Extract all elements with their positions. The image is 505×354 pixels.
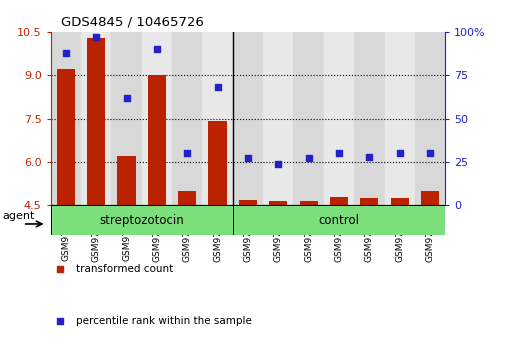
- Bar: [299, 201, 317, 205]
- Bar: [354, 32, 384, 205]
- Point: [365, 154, 373, 160]
- Bar: [172, 32, 202, 205]
- Bar: [81, 32, 111, 205]
- Point: [274, 161, 282, 166]
- Point: [153, 46, 161, 52]
- Text: control: control: [318, 214, 359, 227]
- Point: [243, 156, 251, 161]
- Point: [395, 150, 403, 156]
- Bar: [390, 198, 408, 205]
- Bar: [202, 32, 232, 205]
- Text: transformed count: transformed count: [76, 264, 173, 274]
- Point: [56, 266, 65, 272]
- Bar: [111, 32, 141, 205]
- Bar: [87, 38, 105, 205]
- Point: [56, 318, 65, 324]
- Point: [213, 85, 221, 90]
- Bar: [50, 205, 232, 235]
- Point: [92, 34, 100, 40]
- Bar: [147, 75, 166, 205]
- Text: agent: agent: [3, 211, 35, 221]
- Point: [122, 95, 130, 101]
- Point: [183, 150, 191, 156]
- Point: [62, 50, 70, 56]
- Text: GDS4845 / 10465726: GDS4845 / 10465726: [61, 15, 203, 28]
- Bar: [50, 32, 81, 205]
- Point: [425, 150, 433, 156]
- Bar: [232, 32, 263, 205]
- Point: [334, 150, 342, 156]
- Text: percentile rank within the sample: percentile rank within the sample: [76, 316, 251, 326]
- Bar: [238, 200, 257, 205]
- Bar: [384, 32, 414, 205]
- Bar: [178, 191, 196, 205]
- Bar: [420, 191, 438, 205]
- Bar: [360, 198, 378, 205]
- Bar: [57, 69, 75, 205]
- Bar: [269, 201, 287, 205]
- Bar: [293, 32, 323, 205]
- Bar: [329, 197, 347, 205]
- Bar: [141, 32, 172, 205]
- Point: [304, 156, 312, 161]
- Bar: [208, 121, 226, 205]
- Text: streptozotocin: streptozotocin: [99, 214, 184, 227]
- Bar: [323, 32, 353, 205]
- Bar: [232, 205, 444, 235]
- Bar: [117, 156, 135, 205]
- Bar: [414, 32, 444, 205]
- Bar: [263, 32, 293, 205]
